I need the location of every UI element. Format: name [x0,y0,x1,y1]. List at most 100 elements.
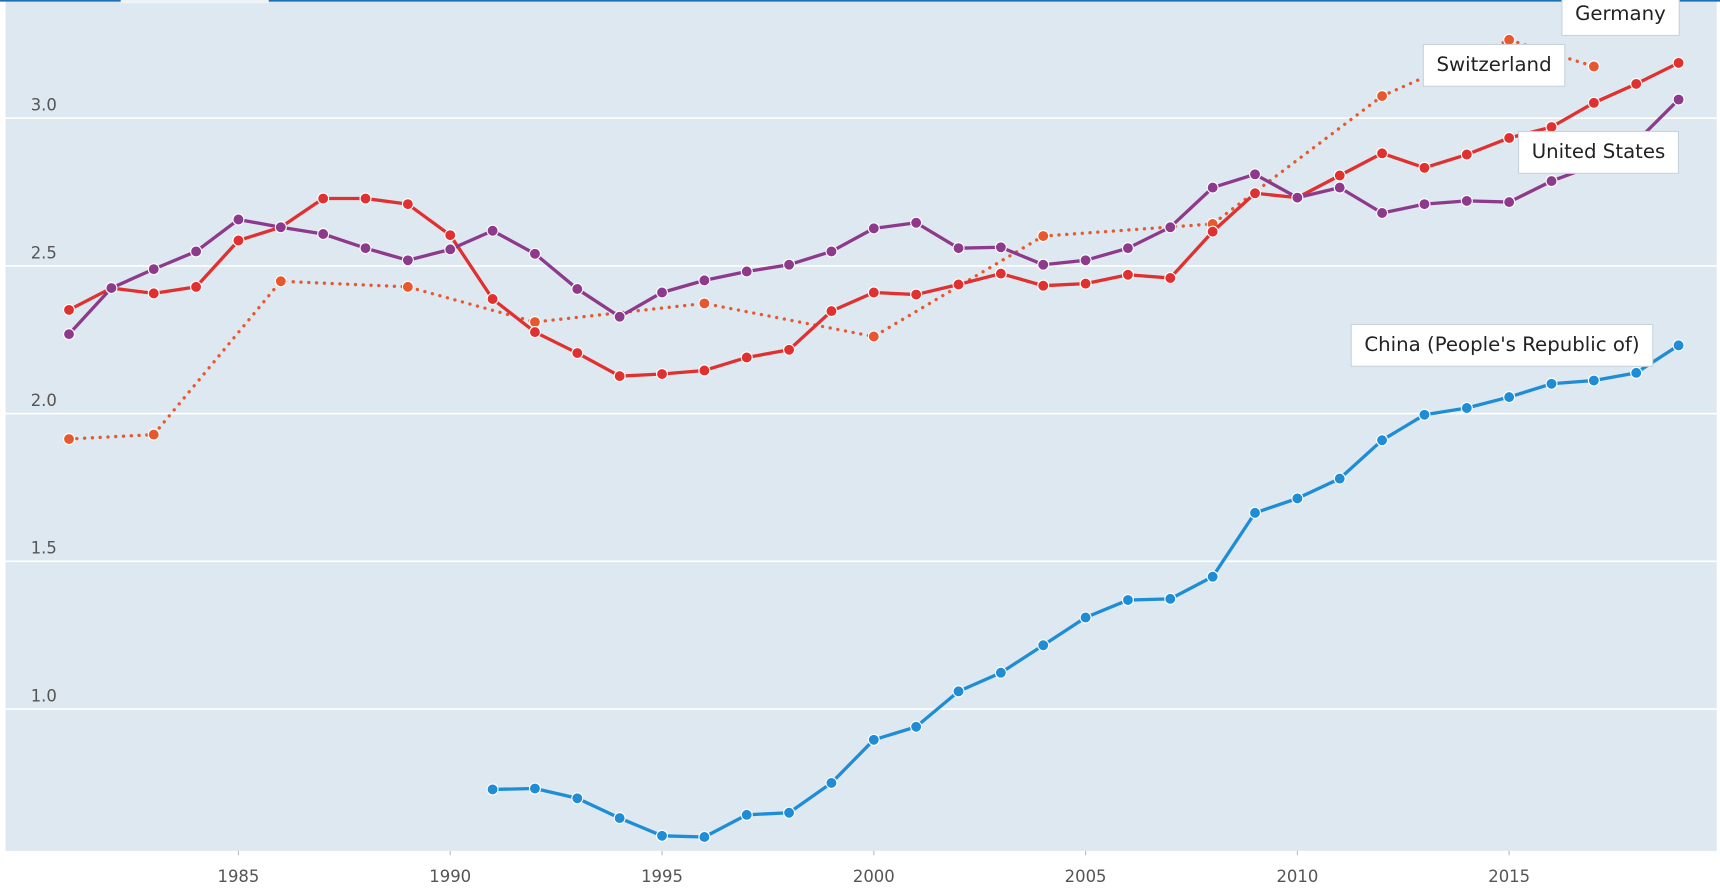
point [1545,175,1558,188]
point [1460,401,1473,415]
point [698,830,711,844]
point [62,328,76,341]
callout-box [1350,323,1654,367]
point [1503,196,1516,209]
x-tick-label: 1990 [429,867,471,886]
point [1248,187,1262,200]
legend-label: China (People's Republic of) [1364,333,1639,356]
point [1376,89,1389,103]
point [1503,131,1516,145]
y-tick-label: 2.0 [31,391,57,410]
point [994,267,1007,280]
point [317,192,330,205]
callout: Germany [1561,0,1680,36]
callout-box [1422,43,1566,87]
point [1672,93,1685,106]
point [1587,60,1600,73]
point [1545,377,1558,390]
point [359,192,372,205]
point [1630,77,1643,90]
y-tick-label: 3.0 [31,96,57,115]
point [190,245,203,258]
point [740,351,753,364]
point [655,829,669,842]
point [1672,56,1685,69]
point [1164,221,1177,234]
point [867,222,880,235]
point [910,288,923,301]
x-tick-label: 2000 [853,867,895,886]
point [571,282,584,295]
point [401,280,414,293]
point [952,242,965,255]
point [952,685,965,698]
point [698,364,711,377]
point [1121,268,1134,281]
point [1376,206,1389,220]
point [528,782,541,795]
lines [62,33,1685,844]
legend-label: Germany [1575,2,1666,25]
point [444,243,457,256]
point [740,808,753,821]
point [783,258,796,271]
point [1503,391,1516,404]
grid: 1.0 1.5 2.0 2.5 3.0 1985 1990 1995 2000 2005 2010 2… [5,96,1717,886]
point [1460,148,1473,161]
point [571,792,584,805]
point [528,315,541,329]
point [571,346,584,360]
point [1121,242,1134,255]
point [486,292,499,306]
point [952,278,965,291]
point [613,310,626,323]
callout: China (People's Republic of) [1350,323,1654,367]
point [486,224,499,237]
point [740,265,753,278]
x-tick-label: 1985 [218,867,260,886]
point [825,245,838,258]
point [1164,592,1177,605]
point [401,254,414,267]
point [1630,366,1643,379]
point [1376,147,1389,160]
point [1333,181,1346,194]
point [910,720,923,733]
point [232,234,245,247]
point [1333,472,1346,485]
point [1037,279,1050,292]
point [910,216,923,229]
point [528,247,541,260]
point [1418,408,1431,421]
x-tick-label: 2010 [1276,867,1318,886]
callout: United States [1517,130,1680,174]
plot-area [5,0,1717,851]
point [825,305,838,318]
point [994,666,1007,679]
point [698,297,711,310]
point [359,242,372,255]
y-tick-label: 2.5 [31,243,57,262]
point [1503,33,1516,46]
point [1037,258,1050,271]
point [444,229,457,242]
point [486,783,499,796]
point [867,330,880,343]
x-tick-label: 1995 [641,867,683,886]
point [655,367,669,381]
point [1672,339,1685,352]
labels: Switzerland Germany United States China (Pe… [1350,0,1680,367]
point [867,286,880,299]
point [147,263,160,276]
point [1037,639,1050,652]
point [274,221,287,234]
point [783,806,796,819]
point [190,280,203,293]
callout-box [1561,0,1680,36]
point [1587,96,1600,109]
series-line [67,38,1596,441]
tab [120,0,269,4]
point [317,227,330,241]
point [994,241,1007,254]
